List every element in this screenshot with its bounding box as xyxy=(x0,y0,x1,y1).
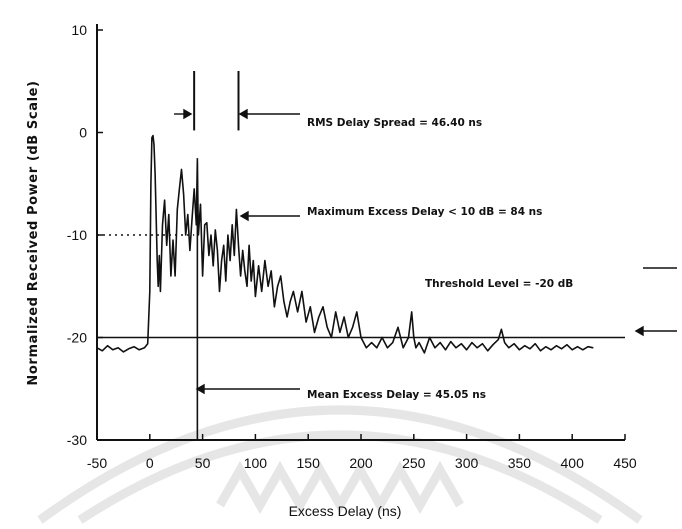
x-tick-label: 250 xyxy=(402,455,426,471)
data-series-line xyxy=(96,134,594,354)
max-excess-delay-annotation: Maximum Excess Delay < 10 dB = 84 ns xyxy=(307,206,542,218)
x-tick-label: -50 xyxy=(87,455,107,471)
max-excess-arrow-icon xyxy=(239,210,249,222)
y-axis-label: Normalized Received Power (dB Scale) xyxy=(26,80,41,385)
x-tick-label: 450 xyxy=(613,455,637,471)
y-tick-label: 10 xyxy=(71,22,87,38)
x-tick-label: 100 xyxy=(244,455,268,471)
watermark-icon xyxy=(37,405,643,524)
mean-excess-arrow-icon xyxy=(195,383,205,395)
mean-excess-delay-annotation: Mean Excess Delay = 45.05 ns xyxy=(307,389,486,401)
x-tick-label: 350 xyxy=(508,455,532,471)
rms-left-arrow-icon xyxy=(183,108,193,120)
x-axis-label: Excess Delay (ns) xyxy=(289,503,402,519)
x-tick-label: 200 xyxy=(349,455,373,471)
y-tick-label: 0 xyxy=(79,125,87,141)
x-tick-label: 150 xyxy=(297,455,321,471)
rms-right-arrow-icon xyxy=(238,108,248,120)
series-group xyxy=(96,134,594,354)
rms-delay-annotation: RMS Delay Spread = 46.40 ns xyxy=(307,117,482,129)
y-tick-label: -30 xyxy=(67,432,87,448)
annotation-arrows xyxy=(174,108,677,395)
x-ticks: -50 0 50 100 150 200 250 300 350 400 450 xyxy=(87,434,637,471)
x-tick-label: 50 xyxy=(195,455,211,471)
x-tick-label: 0 xyxy=(146,455,154,471)
y-tick-label: -20 xyxy=(67,330,87,346)
threshold-annotation: Threshold Level = -20 dB xyxy=(425,278,573,290)
x-tick-label: 300 xyxy=(455,455,479,471)
threshold-arrow-icon xyxy=(634,325,644,337)
x-tick-label: 400 xyxy=(561,455,585,471)
y-tick-label: -10 xyxy=(67,227,87,243)
